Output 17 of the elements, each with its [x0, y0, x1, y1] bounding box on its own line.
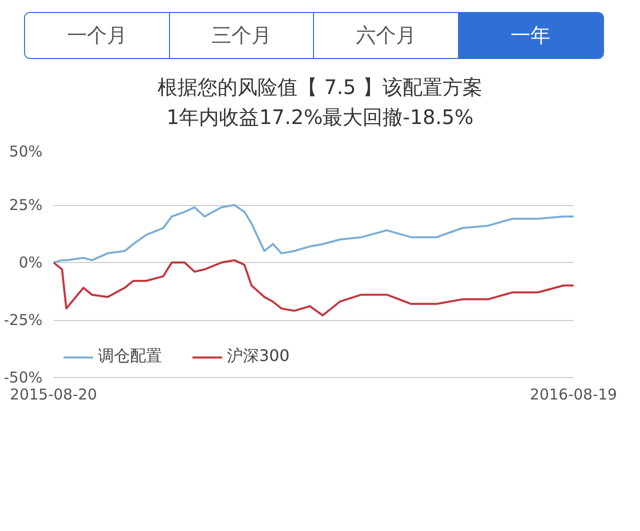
chart-title: 根据您的风险值【 7.5 】该配置方案: [158, 75, 482, 99]
y-tick-label: 0%: [18, 254, 42, 272]
y-tick-label: -50%: [4, 368, 43, 386]
legend-label: 沪深300: [227, 346, 290, 367]
x-tick-label: 2015-08-20: [10, 386, 98, 404]
chart-subtitle: 1年内收益17.2%最大回撤-18.5%: [166, 105, 474, 129]
y-tick-label: 25%: [9, 196, 43, 214]
y-tick-label: 50%: [9, 142, 43, 160]
text: 六个月: [314, 13, 458, 58]
line-series: [54, 259, 574, 316]
text: 一个月: [25, 13, 170, 58]
y-tick-label: -25%: [4, 311, 43, 329]
legend-label: 调仓配置: [98, 346, 162, 367]
line-series: [54, 204, 574, 264]
x-tick-label: 2016-08-19: [530, 386, 618, 404]
text: 一年: [458, 13, 603, 58]
text: 三个月: [170, 13, 314, 58]
